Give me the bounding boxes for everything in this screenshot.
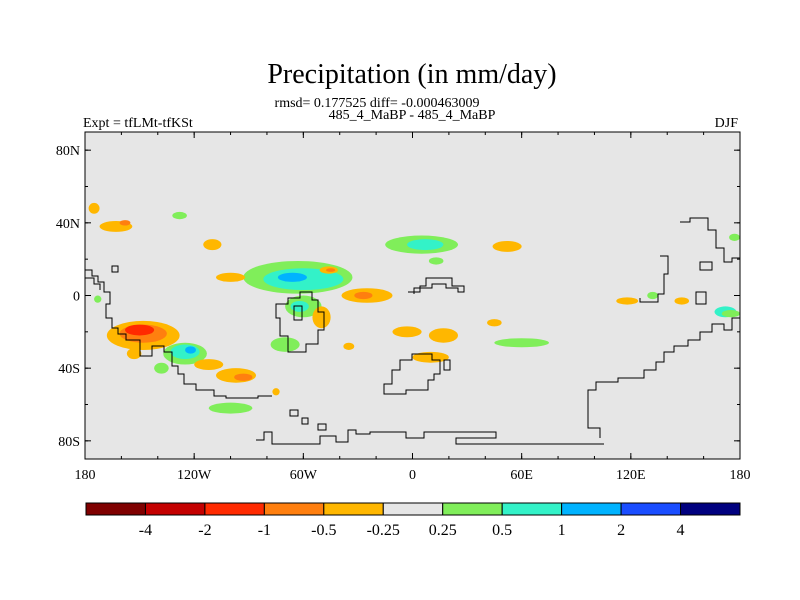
colorbar-label: 0.5 (492, 522, 512, 539)
coastline-north-america-west (85, 277, 101, 290)
colorbar-label: 1 (558, 522, 566, 539)
season-label: DJF (715, 116, 739, 131)
coastline-south-america-inner (293, 305, 303, 321)
colorbar-label: -4 (139, 522, 152, 539)
anomaly-region (216, 272, 246, 282)
x-tick-label: 60W (290, 468, 318, 483)
x-tick-label: 0 (409, 468, 416, 483)
coastline-madagascar (443, 359, 451, 371)
anomaly-region (354, 291, 373, 300)
coastline-australia (587, 317, 740, 438)
y-tick-label: 0 (73, 290, 80, 305)
anomaly-region (234, 373, 253, 381)
coastline-south-america (275, 291, 325, 353)
anomaly-region (407, 239, 444, 251)
x-tick-label: 120W (177, 468, 212, 483)
anomaly-region (119, 220, 131, 226)
stats-line: rmsd= 0.177525 diff= -0.000463009 (275, 96, 480, 111)
colorbar-label: -2 (198, 522, 211, 539)
anomaly-region (185, 346, 196, 354)
coastline-antarctica (256, 429, 604, 445)
anomaly-region (729, 233, 740, 241)
colorbar-label: -0.5 (311, 522, 336, 539)
anomaly-region (312, 306, 331, 329)
coastlines (85, 217, 740, 445)
experiment-label: Expt = tfLMt-tfKSt (83, 116, 193, 131)
coastline-americas-west (85, 269, 272, 399)
anomaly-region (154, 362, 169, 374)
anomaly-region (674, 297, 690, 305)
anomaly-region (428, 328, 458, 343)
colorbar-swatch (144, 502, 206, 516)
coastline-africa (408, 277, 465, 294)
colorbar-label: -1 (258, 522, 271, 539)
subtitle: 485_4_MaBP - 485_4_MaBP (329, 108, 496, 123)
anomaly-region (172, 211, 187, 220)
anomaly-region (494, 338, 549, 348)
anomaly-region (194, 359, 224, 370)
anomaly-region (412, 351, 449, 363)
colorbar-swatch (680, 502, 741, 516)
anomaly-region (270, 337, 300, 352)
anomaly-region (170, 344, 200, 360)
anomaly-region (487, 319, 502, 327)
colorbar-swatch (501, 502, 563, 516)
colorbar-swatch (382, 502, 444, 516)
anomaly-region (126, 348, 142, 360)
colorbar: -4 -2 -1 -0.5 -0.25 0.25 0.5 1 2 4 (85, 502, 741, 539)
anomaly-region (203, 239, 222, 251)
colorbar-label: 4 (677, 522, 685, 539)
colorbar-label: -0.25 (367, 522, 400, 539)
anomaly-region (392, 326, 422, 338)
anomaly-region (88, 202, 100, 214)
anomaly-region (272, 388, 280, 396)
anomaly-region (277, 272, 307, 282)
anomaly-region (125, 324, 155, 336)
chart-title: Precipitation (in mm/day) (267, 59, 556, 90)
colorbar-swatch (561, 502, 622, 516)
anomaly-region (208, 402, 253, 414)
anomaly-region (721, 310, 740, 318)
anomaly-region (492, 241, 522, 252)
anomaly-region (326, 268, 336, 272)
axes-layer: 180 120W 60W 0 60E 120E 180 80N 40N 0 40S 80S (56, 132, 751, 483)
anomaly-region (428, 257, 444, 265)
coastline-africa-south (383, 353, 441, 395)
y-tick-label: 40N (56, 217, 80, 232)
colorbar-label: 0.25 (429, 522, 457, 539)
coastline-islands (695, 261, 713, 305)
x-tick-label: 180 (730, 468, 751, 483)
map-background (85, 132, 740, 459)
coastline-central-america (111, 265, 119, 273)
colorbar-swatch (323, 502, 384, 516)
anomaly-region (647, 291, 659, 300)
x-tick-label: 60E (510, 468, 533, 483)
y-tick-label: 40S (58, 362, 80, 377)
x-tick-label: 120E (616, 468, 646, 483)
coastline-east-asia (680, 217, 740, 263)
coastline-maritime (639, 255, 669, 303)
colorbar-swatch (620, 502, 682, 516)
anomaly-region (94, 295, 102, 303)
y-tick-label: 80N (56, 144, 80, 159)
coastline-antarctic-islands (289, 409, 327, 431)
anomaly-region (616, 297, 639, 305)
y-tick-label: 80S (58, 435, 80, 450)
colorbar-swatch (442, 502, 503, 516)
colorbar-swatch (85, 502, 146, 516)
x-tick-label: 180 (75, 468, 96, 483)
anomaly-layer (88, 202, 740, 414)
colorbar-swatch (263, 502, 325, 516)
anomaly-region (343, 342, 355, 350)
colorbar-swatch (204, 502, 265, 516)
colorbar-label: 2 (617, 522, 625, 539)
